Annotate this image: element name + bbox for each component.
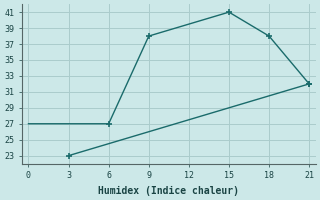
X-axis label: Humidex (Indice chaleur): Humidex (Indice chaleur) [98, 186, 239, 196]
